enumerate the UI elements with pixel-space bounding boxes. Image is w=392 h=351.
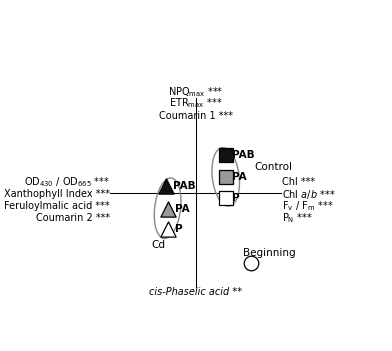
Text: P: P [232, 193, 240, 203]
Text: Control: Control [254, 162, 292, 172]
Text: Xanthophyll Index ***: Xanthophyll Index *** [4, 189, 110, 199]
Text: Coumarin 2 ***: Coumarin 2 *** [36, 213, 110, 223]
Point [247, 260, 254, 265]
Text: Cd: Cd [151, 240, 165, 250]
Text: PA: PA [232, 172, 247, 182]
Text: F$_{\mathregular{v}}$ / F$_{\mathregular{m}}$ ***: F$_{\mathregular{v}}$ / F$_{\mathregular… [282, 199, 334, 213]
Point [165, 206, 171, 212]
Text: Coumarin 1 ***: Coumarin 1 *** [159, 111, 233, 121]
Text: cis-Phaselic acid **: cis-Phaselic acid ** [149, 287, 243, 297]
Point [163, 183, 169, 188]
Point [223, 174, 229, 180]
Text: Chl $\mathit{a/b}$ ***: Chl $\mathit{a/b}$ *** [282, 187, 336, 201]
Text: P: P [175, 224, 183, 234]
Text: ETR$_{\mathregular{max}}$ ***: ETR$_{\mathregular{max}}$ *** [169, 97, 223, 110]
Point [223, 152, 229, 158]
Text: Beginning: Beginning [243, 248, 296, 258]
Text: P$_{\mathregular{N}}$ ***: P$_{\mathregular{N}}$ *** [282, 211, 313, 225]
Text: Chl ***: Chl *** [282, 177, 316, 187]
Text: Feruloylmalic acid ***: Feruloylmalic acid *** [4, 201, 110, 211]
Text: PAB: PAB [232, 150, 255, 160]
Point [223, 196, 229, 201]
Text: PA: PA [175, 204, 190, 214]
Point [165, 226, 171, 232]
Text: NPQ$_{\mathregular{max}}$ ***: NPQ$_{\mathregular{max}}$ *** [168, 86, 224, 99]
Text: OD$_{\mathregular{430}}$ / OD$_{\mathregular{665}}$ ***: OD$_{\mathregular{430}}$ / OD$_{\mathreg… [24, 175, 110, 189]
Text: PAB: PAB [173, 181, 196, 191]
